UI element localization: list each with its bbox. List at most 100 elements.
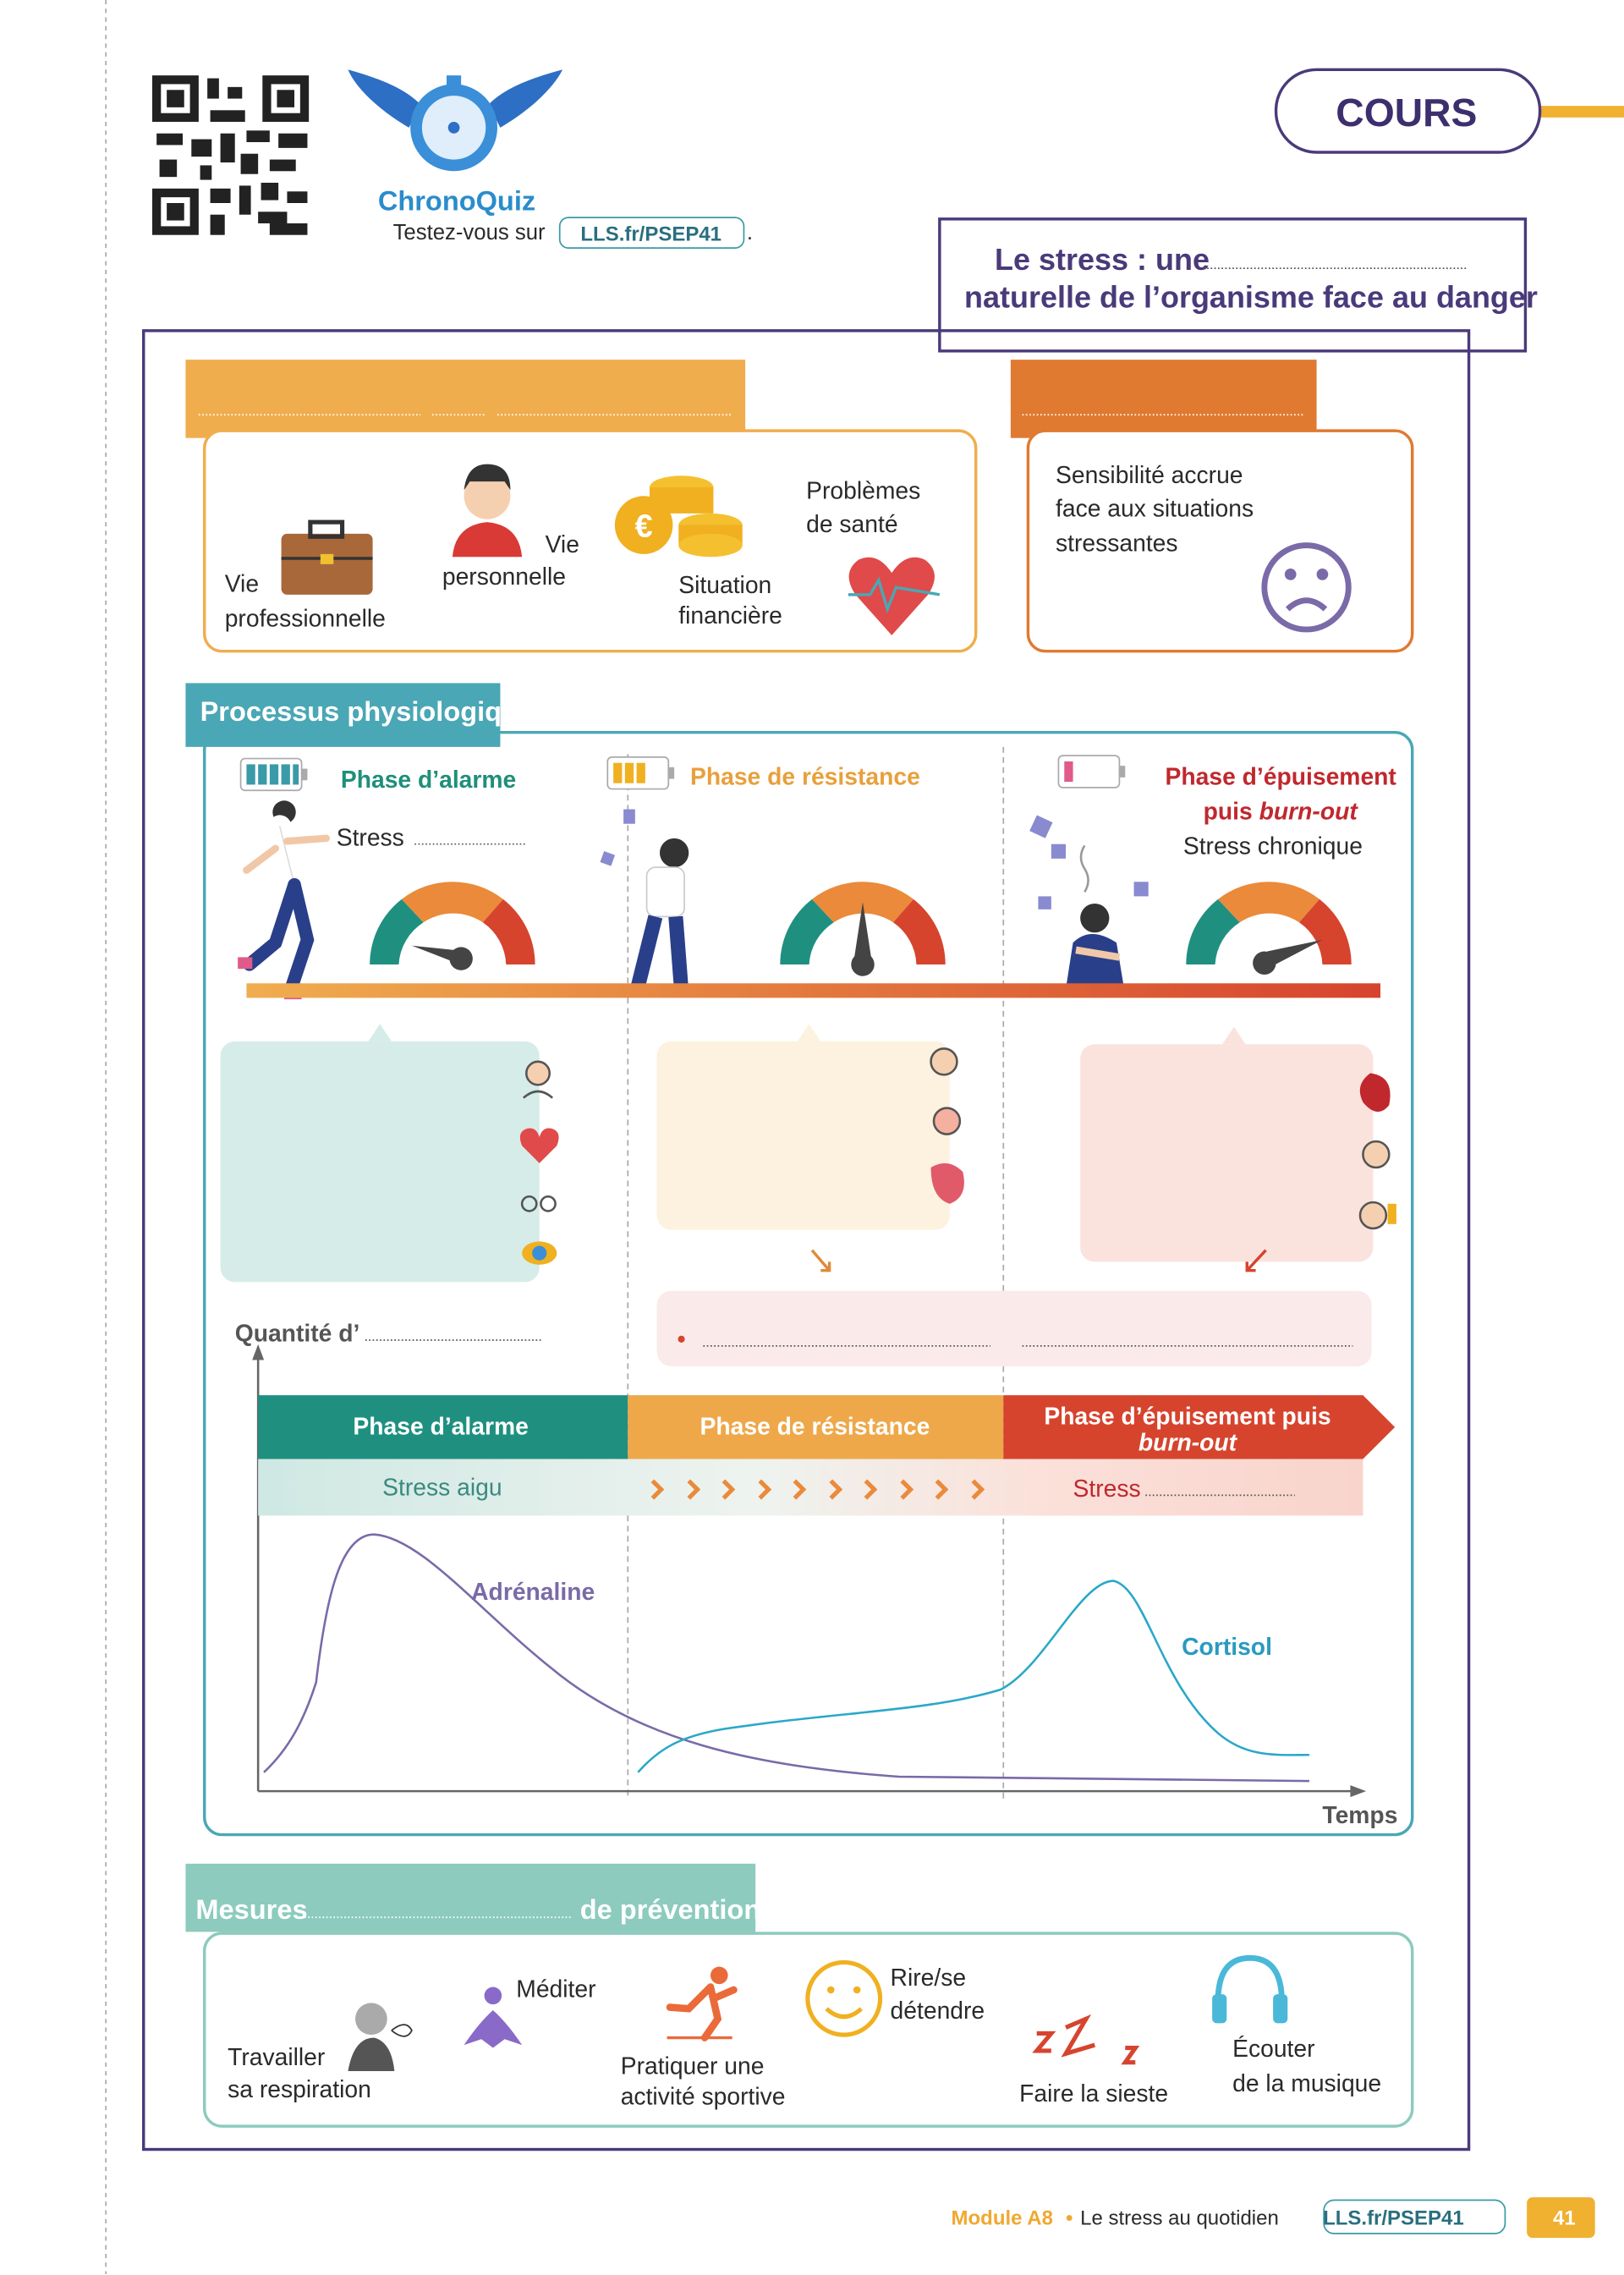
prevention-item: Écouter [1232, 2035, 1314, 2062]
heart-icon-part [848, 576, 941, 614]
briefcase-icon-part [281, 533, 373, 595]
gauge-part [370, 898, 424, 964]
symptom-icons-part [930, 1163, 964, 1204]
prevention-icons-part [825, 2007, 864, 2019]
footer-separator: • [1066, 2207, 1073, 2230]
footer-link: LLS.fr/PSEP41 [1323, 2207, 1464, 2230]
qr-code-part [210, 110, 245, 122]
qr-code-part [167, 90, 184, 107]
vulnerability-line: Sensibilité accrue [1056, 461, 1243, 488]
curve-label: Adrénaline [471, 1578, 595, 1605]
phase-title: Phase de résistance [690, 762, 920, 789]
qr-code-part [210, 188, 231, 203]
curve-label: Cortisol [1182, 1633, 1272, 1660]
phase-title: Phase d’épuisement [1166, 762, 1397, 789]
quiz-name: ChronoQuiz [378, 186, 535, 217]
arrows [810, 1249, 1267, 1272]
phase-band [1003, 1395, 1396, 1459]
chevrons-part [971, 1479, 985, 1500]
prevention-box [203, 1932, 1414, 2128]
footer-module: Module A8 [952, 2207, 1053, 2230]
symptom-icons-part [525, 1060, 551, 1086]
bullet: • [678, 1326, 686, 1353]
axes-part [252, 1344, 265, 1360]
qr-code-part [207, 78, 219, 99]
battery-full-part [293, 764, 299, 785]
chevrons-part [864, 1479, 878, 1500]
stress-row [258, 1459, 1363, 1516]
briefcase-icon [281, 519, 373, 595]
running-person-part [243, 877, 301, 971]
process-title: Processus physiologique [200, 696, 534, 727]
coins-icon-part [650, 486, 714, 514]
qr-code-part [246, 130, 270, 142]
sitting-person-part [1075, 946, 1121, 961]
cause: Situation [678, 571, 771, 598]
page-number-box [1527, 2197, 1595, 2239]
title-box [938, 217, 1528, 353]
sitting-person-part [1029, 815, 1053, 838]
phase-sub: Stress chronique [1183, 833, 1363, 860]
box-pointer [368, 1024, 392, 1041]
axes-part [1350, 1785, 1367, 1798]
qr-code-part [228, 86, 243, 99]
qr-code-part [269, 223, 308, 235]
prevention-item: Pratiquer une [621, 2052, 765, 2079]
page-number: 41 [1553, 2207, 1576, 2230]
gauge-part [1298, 898, 1352, 964]
cause: Vie [225, 569, 259, 596]
coins-icon-part: € [635, 508, 653, 543]
cortisol-curve [637, 1580, 1309, 1773]
sitting-person-part [1038, 896, 1051, 909]
gauge-part [851, 953, 875, 976]
chevrons-part [758, 1479, 772, 1500]
qr-code-part [156, 133, 184, 146]
battery-half [606, 756, 675, 790]
gauge [370, 882, 535, 970]
sad-face-icon-part [1285, 597, 1328, 612]
gauge-part [780, 898, 834, 964]
qr-code-part [258, 212, 288, 223]
phase-title: Phase d’alarme [341, 766, 516, 793]
band-label: Phase d’alarme [353, 1412, 528, 1439]
qr-code [152, 75, 310, 235]
cause: Problèmes [806, 477, 920, 504]
band-label: burn-out [1138, 1428, 1238, 1455]
adrenaline-curve [263, 1533, 1310, 1783]
vulnerability-box [1026, 429, 1414, 653]
footer-link-box [1323, 2199, 1506, 2234]
cause: personnelle [442, 563, 566, 590]
chevrons [650, 1479, 985, 1500]
symptom-icons-part [540, 1195, 557, 1212]
qr-code-part [220, 133, 235, 162]
gauge-part [1186, 898, 1240, 964]
chevrons-part [721, 1479, 736, 1500]
stress-label: Stress [1073, 1475, 1141, 1502]
qr-code-part [210, 214, 225, 235]
battery-full-part [269, 764, 279, 785]
chronoquiz-logo-part [488, 69, 563, 128]
prevention-item: détendre [891, 1997, 985, 2024]
cause: Vie [546, 530, 579, 558]
tired-person-part [623, 809, 635, 824]
prevention-icons-part [484, 1987, 502, 2005]
phase-title-part: burn-out [1259, 798, 1359, 825]
sitting-person-part [1079, 844, 1089, 893]
gauge [780, 882, 946, 976]
prevention-item: Travailler [228, 2043, 325, 2070]
sad-face-icon-part [1261, 542, 1352, 633]
badge-line [1525, 106, 1624, 118]
running-person [238, 800, 331, 1000]
prevention-icons-part [1215, 1954, 1285, 2002]
gauge-part [892, 898, 946, 964]
qr-code-part [200, 165, 212, 180]
symptom-box [656, 1041, 950, 1230]
person-icon-part [452, 522, 523, 558]
symptom-icons-part [1358, 1201, 1388, 1230]
prevention-icons-part [1032, 2014, 1140, 2065]
battery-half-part [624, 762, 634, 783]
badge: COURS [1336, 91, 1477, 135]
test-suffix: . [747, 221, 753, 245]
running-person-part [283, 834, 331, 845]
phase-title-part: puis [1204, 798, 1253, 825]
